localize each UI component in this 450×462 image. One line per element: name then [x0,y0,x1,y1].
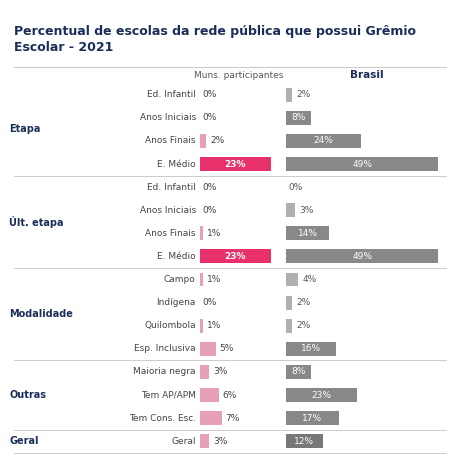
Text: 23%: 23% [225,252,246,261]
Text: 49%: 49% [352,252,372,261]
Text: Etapa: Etapa [9,124,40,134]
FancyBboxPatch shape [286,273,298,286]
Text: 6%: 6% [222,390,237,400]
Text: 16%: 16% [301,344,321,353]
FancyBboxPatch shape [286,365,310,379]
FancyBboxPatch shape [200,411,222,425]
FancyBboxPatch shape [200,319,203,333]
FancyBboxPatch shape [200,134,207,148]
Text: 8%: 8% [291,367,306,377]
Text: Muns. participantes: Muns. participantes [194,71,283,79]
Text: Outras: Outras [9,390,46,400]
Text: Quilombola: Quilombola [144,321,196,330]
Text: 3%: 3% [213,367,227,377]
Text: Tem AP/APM: Tem AP/APM [141,390,196,400]
Text: Tem Cons. Esc.: Tem Cons. Esc. [129,413,196,423]
FancyBboxPatch shape [286,88,292,102]
Text: 0%: 0% [202,298,217,307]
FancyBboxPatch shape [286,296,292,310]
Text: 23%: 23% [225,159,246,169]
Text: 49%: 49% [352,159,372,169]
Text: Indígena: Indígena [157,298,196,307]
FancyBboxPatch shape [200,249,270,263]
Text: 0%: 0% [202,206,217,215]
FancyBboxPatch shape [200,157,270,171]
FancyBboxPatch shape [200,226,203,240]
Text: Brasil: Brasil [350,70,383,80]
Text: 12%: 12% [294,437,315,446]
FancyBboxPatch shape [286,342,336,356]
Text: Percentual de escolas da rede pública que possui Grêmio
Escolar - 2021: Percentual de escolas da rede pública qu… [14,25,415,55]
Text: Modalidade: Modalidade [9,309,73,319]
FancyBboxPatch shape [286,157,438,171]
Text: Anos Iniciais: Anos Iniciais [140,113,196,122]
Text: 23%: 23% [311,390,332,400]
Text: 2%: 2% [297,321,311,330]
FancyBboxPatch shape [286,226,329,240]
Text: Geral: Geral [9,436,39,446]
Text: E. Médio: E. Médio [157,159,196,169]
Text: Últ. etapa: Últ. etapa [9,216,63,228]
Text: Esp. Inclusiva: Esp. Inclusiva [134,344,196,353]
Text: 24%: 24% [313,136,333,146]
Text: 0%: 0% [288,182,302,192]
Text: Anos Iniciais: Anos Iniciais [140,206,196,215]
Text: Ed. Infantil: Ed. Infantil [147,182,196,192]
FancyBboxPatch shape [286,388,357,402]
FancyBboxPatch shape [286,249,438,263]
Text: 2%: 2% [210,136,224,146]
Text: 1%: 1% [207,321,221,330]
Text: 14%: 14% [297,229,318,238]
FancyBboxPatch shape [200,365,209,379]
FancyBboxPatch shape [286,111,310,125]
Text: 4%: 4% [303,275,317,284]
Text: 7%: 7% [225,413,240,423]
Text: 3%: 3% [213,437,227,446]
FancyBboxPatch shape [286,134,360,148]
Text: 3%: 3% [300,206,314,215]
Text: 1%: 1% [207,229,221,238]
Text: 17%: 17% [302,413,322,423]
Text: Campo: Campo [164,275,196,284]
FancyBboxPatch shape [286,434,323,448]
FancyBboxPatch shape [200,434,209,448]
Text: Ed. Infantil: Ed. Infantil [147,90,196,99]
FancyBboxPatch shape [200,273,203,286]
Text: 5%: 5% [219,344,234,353]
Text: 2%: 2% [297,298,311,307]
Text: 8%: 8% [291,113,306,122]
FancyBboxPatch shape [286,411,339,425]
FancyBboxPatch shape [286,319,292,333]
Text: E. Médio: E. Médio [157,252,196,261]
Text: 2%: 2% [297,90,311,99]
FancyBboxPatch shape [200,388,219,402]
Text: Geral: Geral [171,437,196,446]
FancyBboxPatch shape [286,203,295,217]
Text: 1%: 1% [207,275,221,284]
Text: 0%: 0% [202,90,217,99]
Text: 0%: 0% [202,182,217,192]
FancyBboxPatch shape [200,342,216,356]
Text: 0%: 0% [202,113,217,122]
Text: Maioria negra: Maioria negra [133,367,196,377]
Text: Anos Finais: Anos Finais [145,136,196,146]
Text: Anos Finais: Anos Finais [145,229,196,238]
